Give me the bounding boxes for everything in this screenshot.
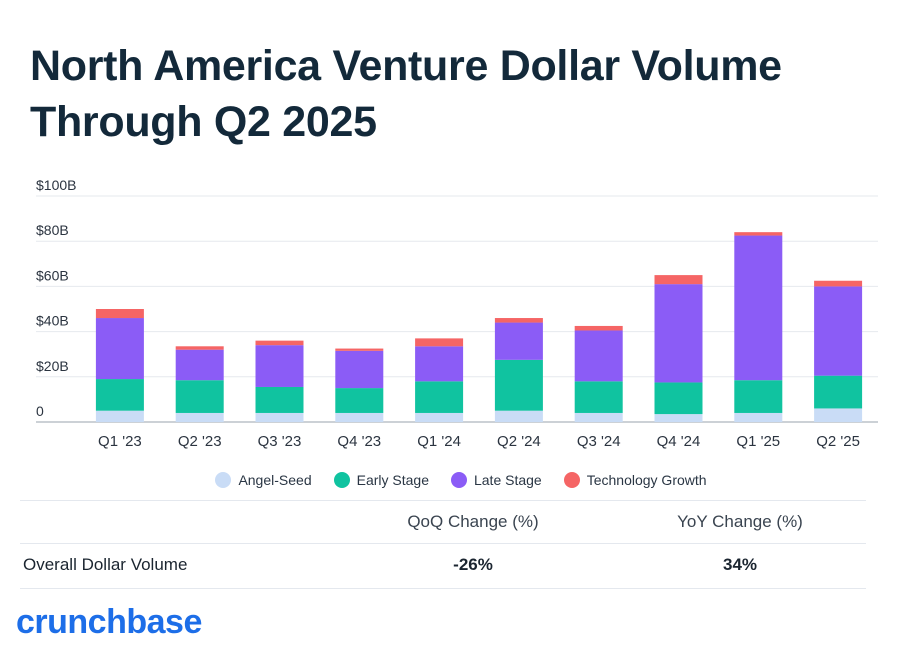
bar-segment-late-stage bbox=[175, 349, 224, 381]
y-tick-label: 0 bbox=[36, 403, 44, 419]
bar-segment-angel-seed bbox=[255, 412, 304, 422]
bar-segment-technology-growth bbox=[814, 280, 863, 287]
x-tick-label: Q4 '23 bbox=[337, 433, 381, 450]
legend-item: Late Stage bbox=[450, 472, 542, 488]
bar-segment-late-stage bbox=[335, 350, 384, 389]
bar-segment-early-stage bbox=[95, 379, 144, 411]
bar-segment-late-stage bbox=[574, 330, 623, 382]
x-tick-label: Q4 '24 bbox=[657, 433, 701, 450]
legend-swatch bbox=[215, 472, 232, 488]
bar-segment-early-stage bbox=[494, 359, 543, 411]
bar-segment-angel-seed bbox=[734, 412, 783, 422]
chart-legend: Angel-Seed Early Stage Late Stage Technolog… bbox=[0, 472, 922, 488]
legend-label: Late Stage bbox=[473, 472, 542, 488]
bar-segment-technology-growth bbox=[95, 309, 144, 319]
bar-segment-early-stage bbox=[734, 380, 783, 413]
bar-segment-angel-seed bbox=[574, 412, 623, 422]
bar-segment-late-stage bbox=[415, 346, 464, 382]
bar-segment-late-stage bbox=[654, 284, 703, 383]
legend-item: Angel-Seed bbox=[215, 472, 312, 488]
stats-data-row: Overall Dollar Volume -26% 34% bbox=[20, 543, 866, 589]
x-tick-label: Q2 '23 bbox=[178, 433, 222, 450]
yoy-value: 34% bbox=[722, 555, 758, 574]
y-tick-label: $20B bbox=[36, 358, 69, 374]
bar-segment-early-stage bbox=[814, 375, 863, 409]
bar-segment-technology-growth bbox=[415, 338, 464, 347]
stats-header-row: QoQ Change (%) YoY Change (%) bbox=[20, 500, 866, 543]
bar-segment-angel-seed bbox=[494, 410, 543, 422]
crunchbase-logo: crunchbase bbox=[16, 603, 202, 641]
bar-segment-angel-seed bbox=[415, 412, 464, 422]
stats-table: QoQ Change (%) YoY Change (%) Overall Do… bbox=[20, 500, 866, 589]
bar-segment-angel-seed bbox=[814, 408, 863, 422]
bar-segment-late-stage bbox=[255, 345, 304, 387]
bar-segment-technology-growth bbox=[654, 275, 703, 285]
legend-swatch bbox=[450, 472, 467, 488]
stacked-bar-chart: 0 $20B $40B $60B $80B $100B Q1 '23 Q2 '23 Q3 '23… bbox=[36, 177, 878, 450]
bar-segment-late-stage bbox=[494, 322, 543, 360]
legend-item: Early Stage bbox=[333, 472, 429, 488]
y-tick-label: $80B bbox=[36, 222, 69, 238]
bar-segment-angel-seed bbox=[175, 412, 224, 422]
bar-segment-angel-seed bbox=[335, 412, 384, 422]
x-tick-label: Q3 '24 bbox=[577, 433, 621, 450]
bar-segment-technology-growth bbox=[494, 318, 543, 323]
bar-segment-technology-growth bbox=[734, 232, 783, 236]
legend-swatch bbox=[333, 472, 350, 488]
x-tick-label: Q2 '25 bbox=[816, 433, 860, 450]
bar-segment-late-stage bbox=[95, 318, 144, 380]
bar-segment-early-stage bbox=[654, 382, 703, 415]
yoy-header: YoY Change (%) bbox=[677, 512, 803, 531]
bar-segment-technology-growth bbox=[175, 346, 224, 350]
qoq-header: QoQ Change (%) bbox=[407, 512, 539, 531]
bar-segment-technology-growth bbox=[574, 325, 623, 331]
bar-segment-angel-seed bbox=[654, 414, 703, 422]
bar-segment-late-stage bbox=[734, 235, 783, 381]
bar-segment-early-stage bbox=[415, 381, 464, 413]
y-tick-label: $100B bbox=[36, 177, 76, 193]
bar-segment-technology-growth bbox=[335, 348, 384, 351]
legend-label: Early Stage bbox=[356, 472, 429, 488]
legend-item: Technology Growth bbox=[563, 472, 707, 488]
qoq-value: -26% bbox=[453, 555, 493, 574]
legend-swatch bbox=[563, 472, 580, 488]
bar-segment-angel-seed bbox=[95, 410, 144, 422]
bar-segment-early-stage bbox=[574, 381, 623, 413]
bar-segment-early-stage bbox=[175, 380, 224, 413]
bar-segment-early-stage bbox=[335, 388, 384, 413]
x-tick-label: Q2 '24 bbox=[497, 433, 541, 450]
legend-label: Angel-Seed bbox=[238, 472, 312, 488]
y-tick-label: $60B bbox=[36, 267, 69, 283]
row-label: Overall Dollar Volume bbox=[23, 555, 188, 574]
legend-label: Technology Growth bbox=[586, 472, 707, 488]
x-tick-label: Q1 '23 bbox=[98, 433, 142, 450]
bar-segment-late-stage bbox=[814, 286, 863, 376]
bar-segment-early-stage bbox=[255, 386, 304, 413]
y-tick-label: $40B bbox=[36, 313, 69, 329]
x-tick-label: Q3 '23 bbox=[258, 433, 302, 450]
x-tick-label: Q1 '24 bbox=[417, 433, 461, 450]
x-tick-label: Q1 '25 bbox=[736, 433, 780, 450]
chart-title: North America Venture Dollar Volume Thro… bbox=[30, 42, 782, 146]
bar-segment-technology-growth bbox=[255, 340, 304, 346]
